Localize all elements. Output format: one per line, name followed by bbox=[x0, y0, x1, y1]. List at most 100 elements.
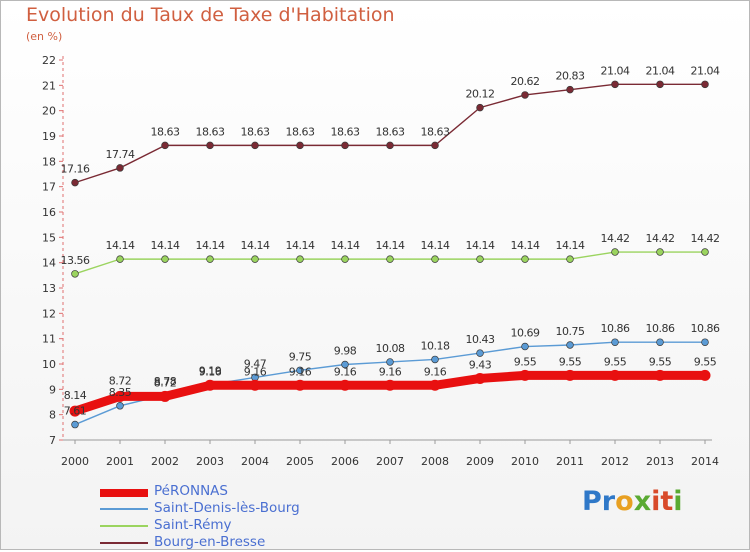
series-point-3 bbox=[386, 141, 394, 150]
series-point-3 bbox=[341, 141, 349, 150]
series-point-3 bbox=[476, 103, 484, 112]
data-label-2: 14.42 bbox=[691, 232, 720, 245]
chart-title: Evolution du Taux de Taxe d'Habitation bbox=[26, 4, 395, 26]
data-label-0: 8.72 bbox=[154, 376, 177, 389]
data-label-3: 21.04 bbox=[646, 64, 675, 77]
data-label-1: 10.69 bbox=[511, 327, 540, 340]
x-tick-label: 2000 bbox=[61, 455, 89, 468]
series-point-2 bbox=[296, 255, 304, 263]
data-label-0: 9.16 bbox=[244, 365, 267, 378]
data-label-0: 9.55 bbox=[604, 355, 627, 368]
series-point-2 bbox=[161, 255, 169, 263]
x-tick-label: 2001 bbox=[106, 455, 134, 468]
y-tick-label: 21 bbox=[42, 79, 56, 92]
data-label-3: 21.04 bbox=[601, 64, 630, 77]
data-label-1: 8.35 bbox=[109, 386, 132, 399]
y-tick-label: 20 bbox=[42, 105, 56, 118]
x-tick-label: 2002 bbox=[151, 455, 179, 468]
chart-tick-labels: 7 8 9 10 11 12 13 14 15 16 17 18 19 20 21 22 2000 2001 200… bbox=[42, 54, 719, 468]
legend-swatch-peronnas bbox=[100, 489, 148, 497]
data-label-1: 9.75 bbox=[289, 350, 312, 363]
data-label-2: 14.14 bbox=[151, 239, 180, 252]
series-point-3 bbox=[431, 141, 439, 150]
series-point-2 bbox=[521, 255, 529, 263]
series-point-3 bbox=[566, 85, 574, 94]
series-point-2 bbox=[206, 255, 214, 263]
series-point-2 bbox=[431, 255, 439, 263]
y-tick-label: 18 bbox=[42, 155, 56, 168]
data-label-2: 13.56 bbox=[61, 254, 90, 267]
legend-swatch-saint-denis bbox=[100, 508, 148, 510]
data-label-0: 8.14 bbox=[64, 389, 87, 402]
data-label-3: 18.63 bbox=[331, 125, 360, 138]
x-tick-label: 2011 bbox=[556, 455, 584, 468]
series-point-2 bbox=[251, 255, 259, 263]
series-point-1 bbox=[386, 358, 394, 366]
series-point-2 bbox=[566, 255, 574, 263]
data-label-0: 9.16 bbox=[289, 365, 312, 378]
series-point-2 bbox=[116, 255, 124, 263]
series-point-3 bbox=[521, 91, 529, 99]
series-point-3 bbox=[71, 178, 79, 187]
data-label-2: 14.14 bbox=[556, 239, 585, 252]
x-tick-label: 2012 bbox=[601, 455, 629, 468]
series-point-2 bbox=[611, 248, 619, 256]
series-point-3 bbox=[116, 164, 124, 172]
series-point-0 bbox=[519, 369, 531, 381]
data-label-2: 14.42 bbox=[646, 232, 675, 245]
y-tick-label: 16 bbox=[42, 206, 56, 219]
data-label-3: 20.62 bbox=[511, 75, 540, 88]
series-point-0 bbox=[429, 379, 441, 391]
series-point-0 bbox=[159, 390, 171, 402]
chart-axes bbox=[59, 56, 712, 444]
series-point-2 bbox=[476, 255, 484, 263]
data-label-0: 9.43 bbox=[469, 358, 492, 371]
y-tick-label: 17 bbox=[42, 181, 56, 194]
y-tick-label: 9 bbox=[49, 383, 56, 396]
data-label-2: 14.14 bbox=[376, 239, 405, 252]
x-tick-label: 2008 bbox=[421, 455, 449, 468]
y-tick-label: 15 bbox=[42, 231, 56, 244]
data-label-1: 10.08 bbox=[376, 342, 405, 355]
series-point-0 bbox=[564, 369, 576, 381]
series-point-3 bbox=[206, 141, 214, 150]
y-tick-label: 12 bbox=[42, 307, 56, 320]
series-point-1 bbox=[701, 338, 709, 346]
series-point-0 bbox=[294, 379, 306, 391]
series-point-2 bbox=[341, 255, 349, 263]
data-label-3: 18.63 bbox=[376, 125, 405, 138]
data-label-1: 9.47 bbox=[244, 357, 267, 370]
data-label-2: 14.14 bbox=[196, 239, 225, 252]
y-tick-label: 13 bbox=[42, 282, 56, 295]
data-label-3: 21.04 bbox=[691, 64, 720, 77]
data-label-0: 9.16 bbox=[334, 365, 357, 378]
x-tick-label: 2007 bbox=[376, 455, 404, 468]
data-label-2: 14.14 bbox=[106, 239, 135, 252]
proxiti-logo: Proxiti bbox=[582, 486, 683, 517]
series-point-1 bbox=[116, 402, 124, 410]
data-label-1: 10.86 bbox=[601, 322, 630, 335]
series-point-3 bbox=[611, 80, 619, 89]
series-point-1 bbox=[71, 420, 79, 429]
legend-label-saint-denis: Saint-Denis-lès-Bourg bbox=[154, 500, 300, 516]
y-axis-unit-label: (en %) bbox=[26, 30, 63, 43]
data-label-3: 18.63 bbox=[151, 125, 180, 138]
chart-series bbox=[69, 80, 711, 429]
x-tick-label: 2006 bbox=[331, 455, 359, 468]
x-tick-label: 2004 bbox=[241, 455, 269, 468]
data-label-2: 14.14 bbox=[511, 239, 540, 252]
y-tick-label: 22 bbox=[42, 54, 56, 67]
data-label-3: 18.63 bbox=[421, 125, 450, 138]
series-line-2 bbox=[74, 251, 706, 275]
data-label-1: 10.75 bbox=[556, 325, 585, 338]
data-label-2: 14.42 bbox=[601, 232, 630, 245]
data-label-0: 9.55 bbox=[649, 355, 672, 368]
series-point-2 bbox=[656, 248, 664, 256]
logo-letter: i bbox=[673, 486, 683, 517]
data-label-0: 9.55 bbox=[559, 355, 582, 368]
data-label-1: 10.86 bbox=[646, 322, 675, 335]
data-label-1: 10.43 bbox=[466, 333, 495, 346]
legend-swatch-saint-remy bbox=[100, 525, 148, 527]
x-tick-label: 2010 bbox=[511, 455, 539, 468]
